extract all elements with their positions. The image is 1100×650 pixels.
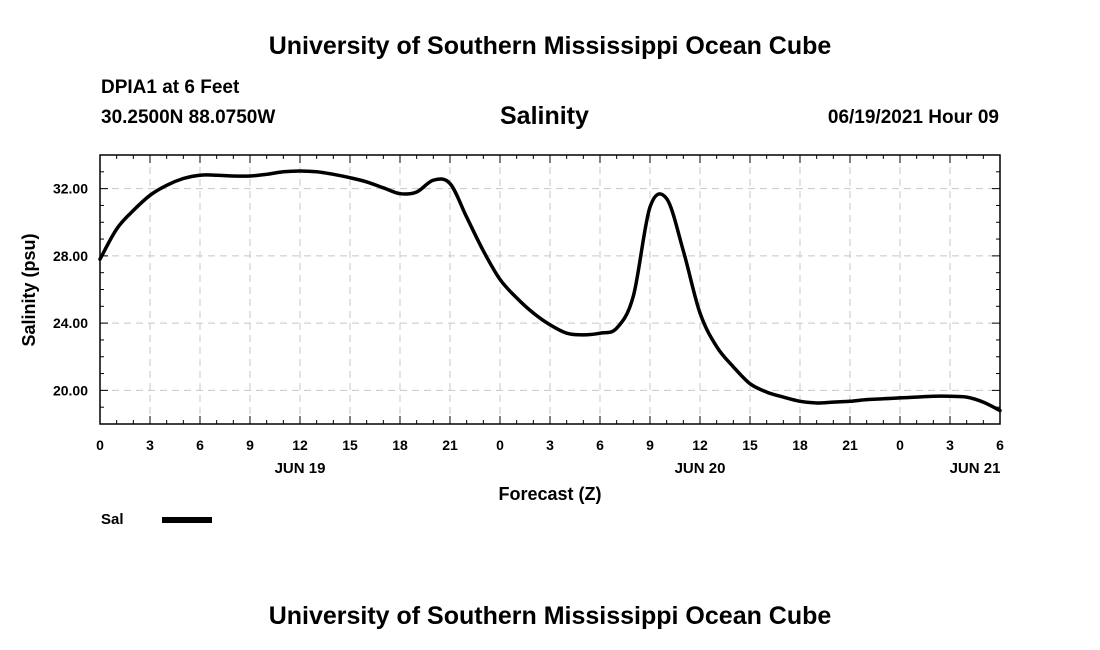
x-tick-label: 3 — [146, 437, 154, 453]
grid — [100, 155, 1000, 424]
x-tick-label: 9 — [646, 437, 654, 453]
x-tick-label: 21 — [442, 437, 458, 453]
x-tick-label: 15 — [342, 437, 358, 453]
x-tick-label: 21 — [842, 437, 858, 453]
legend-label-sal: Sal — [101, 511, 124, 528]
y-tick-label: 20.00 — [53, 382, 88, 398]
y-tick-label: 28.00 — [53, 248, 88, 264]
date-label: JUN 20 — [675, 460, 726, 477]
x-tick-label: 6 — [596, 437, 604, 453]
x-tick-label: 9 — [246, 437, 254, 453]
series-line-sal — [98, 169, 1002, 413]
x-tick-label: 0 — [896, 437, 904, 453]
date-label: JUN 19 — [275, 460, 326, 477]
x-tick-label: 0 — [496, 437, 504, 453]
x-tick-label: 18 — [792, 437, 808, 453]
axis-ticks — [99, 155, 1001, 424]
station-coordinates: 30.2500N 88.0750W — [101, 107, 276, 128]
y-tick-label: 32.00 — [53, 181, 88, 197]
chart-title: Salinity — [500, 102, 589, 130]
station-name: DPIA1 at 6 Feet — [101, 77, 240, 98]
x-tick-label: 12 — [292, 437, 308, 453]
x-tick-label: 18 — [392, 437, 408, 453]
axis-tick-labels: 0 3 6 9 12 15 18 21 0 3 6 9 12 15 18 21 0 3 6 JUN 19 JUN 20 J… — [53, 181, 1004, 477]
x-tick-label: 3 — [546, 437, 554, 453]
top-title: University of Southern Mississippi Ocean… — [268, 32, 832, 60]
forecast-date: 06/19/2021 Hour 09 — [827, 107, 999, 128]
x-tick-label: 3 — [946, 437, 954, 453]
y-tick-label: 24.00 — [53, 315, 88, 331]
x-tick-label: 6 — [996, 437, 1004, 453]
y-axis-label: Salinity (psu) — [19, 233, 39, 346]
x-tick-label: 15 — [742, 437, 758, 453]
date-label: JUN 21 — [950, 460, 1001, 477]
x-tick-label: 12 — [692, 437, 708, 453]
x-axis-label: Forecast (Z) — [498, 484, 601, 504]
x-tick-label: 0 — [96, 437, 104, 453]
x-tick-label: 6 — [196, 437, 204, 453]
bottom-title: University of Southern Mississippi Ocean… — [268, 602, 832, 630]
